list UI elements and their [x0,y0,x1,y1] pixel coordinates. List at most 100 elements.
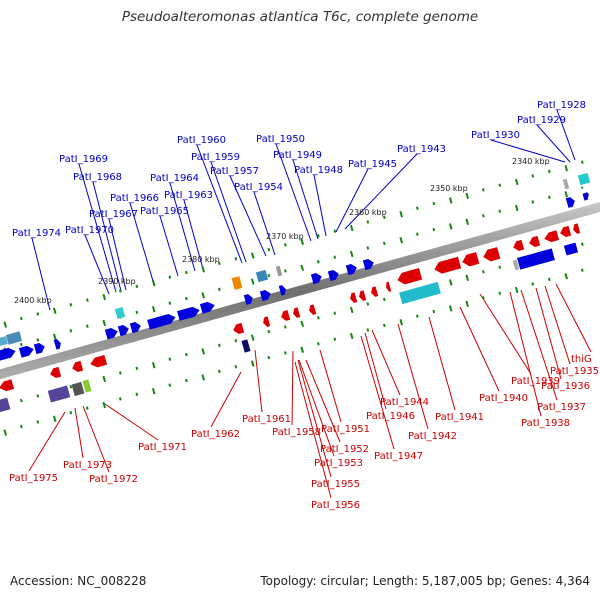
kbp-tick [217,261,221,266]
kbp-tick [580,268,584,272]
gene-label: PatI_1937 [537,402,586,413]
kbp-tick [415,206,419,210]
kbp-tick [399,319,404,326]
reverse-gene-arrow [371,286,379,297]
gene-label: thiG [571,354,592,365]
kbp-tick [267,329,271,334]
kbp-markers: 2340 kbp 2350 kbp 2360 kbp 2370 kbp 2380 kbp… [14,157,550,305]
label-connector-line [298,359,335,457]
forward-gene-box [5,331,23,345]
kbp-tick [102,375,107,383]
label-connector-line [92,181,122,292]
gene-label: PatI_1947 [374,451,423,462]
label-connector-line [509,291,542,417]
kbp-tick [498,291,502,295]
kbp-tick [448,197,453,204]
reverse-gene-box [71,381,85,397]
kbp-tick [201,374,206,381]
kbp-tick [349,224,354,232]
kbp-tick [498,183,502,187]
kbp-tick [250,360,255,367]
kbp-tick [333,311,337,315]
kbp-tick [564,165,569,172]
gene-features [0,172,591,413]
label-connector-line [544,285,571,365]
gene-label: PatI_1965 [140,206,189,217]
gene-label: PatI_1930 [471,130,520,141]
kbp-tick [201,266,206,273]
label-connector-line [344,153,418,230]
label-connector-line [428,316,456,411]
reverse-gene-arrow [573,223,581,234]
label-connector-line [82,405,110,473]
forward-gene-arrow [310,273,322,285]
kbp-tick [69,385,73,389]
accession-text: Accession: NC_008228 [10,574,147,588]
kbp-tick [151,388,156,395]
label-connector-line [104,403,159,441]
kbp-tick [415,232,419,236]
kbp-tick [19,316,23,321]
kbp-tick [481,214,485,218]
label-connector-line [210,371,242,428]
label-connector-line [520,289,558,401]
gene-label: PatI_1960 [177,135,226,146]
gene-label: PatI_1973 [63,460,112,471]
forward-gene-arrow [33,343,45,355]
gene-label: PatI_1967 [89,209,138,220]
kbp-tick [481,296,485,300]
label-connectors [28,109,592,499]
kbp-tick [333,229,337,233]
gene-label: PatI_1959 [191,152,240,163]
gene-label: PatI_1952 [320,444,369,455]
kbp-tick [151,280,156,287]
forward-gene-box [562,178,570,190]
gene-label: PatI_1938 [521,418,570,429]
gene-label: PatI_1964 [150,173,199,184]
reverse-gene-box [512,259,520,271]
label-connector-line [84,234,110,295]
gene-label: PatI_1942 [408,431,457,442]
kbp-tick [168,383,172,387]
gene-label: PatI_1946 [366,411,415,422]
kbp-tick [201,348,206,355]
label-connector-line [305,359,341,443]
kbp-marker: 2360 kbp [349,208,387,217]
kbp-tick [52,333,57,340]
kbp-tick [498,265,502,269]
gene-label: PatI_1940 [479,393,528,404]
label-connector-line [292,159,319,240]
kbp-tick [151,306,156,313]
label-connector-line [535,287,562,380]
label-connector-line [169,182,196,272]
reverse-gene-arrow [0,379,15,392]
kbp-tick [168,275,172,279]
kbp-tick [432,227,436,232]
kbp-marker: 2390 kbp [98,277,136,286]
kbp-tick [316,260,320,264]
forward-gene-box [577,172,591,186]
kbp-tick [250,334,255,341]
kbp-tick [514,178,519,186]
label-connector-line [159,215,179,277]
forward-gene-box [114,307,126,319]
kbp-tick [3,429,8,436]
kbp-tick [481,188,485,192]
kbp-tick [465,274,470,281]
gene-label: PatI_1966 [110,193,159,204]
kbp-tick [366,328,370,332]
kbp-tick [448,223,453,230]
kbp-tick [382,215,386,220]
kbp-tick [316,316,320,320]
kbp-tick [547,169,551,174]
genome-backbone [0,202,600,380]
gene-label: PatI_1968 [73,172,122,183]
reverse-gene-arrow [233,322,245,334]
kbp-tick [36,338,40,342]
kbp-tick [349,306,354,314]
kbp-tick [217,287,221,292]
kbp-tick [118,397,122,401]
kbp-tick [300,320,305,327]
gene-label: PatI_1939 [511,376,560,387]
